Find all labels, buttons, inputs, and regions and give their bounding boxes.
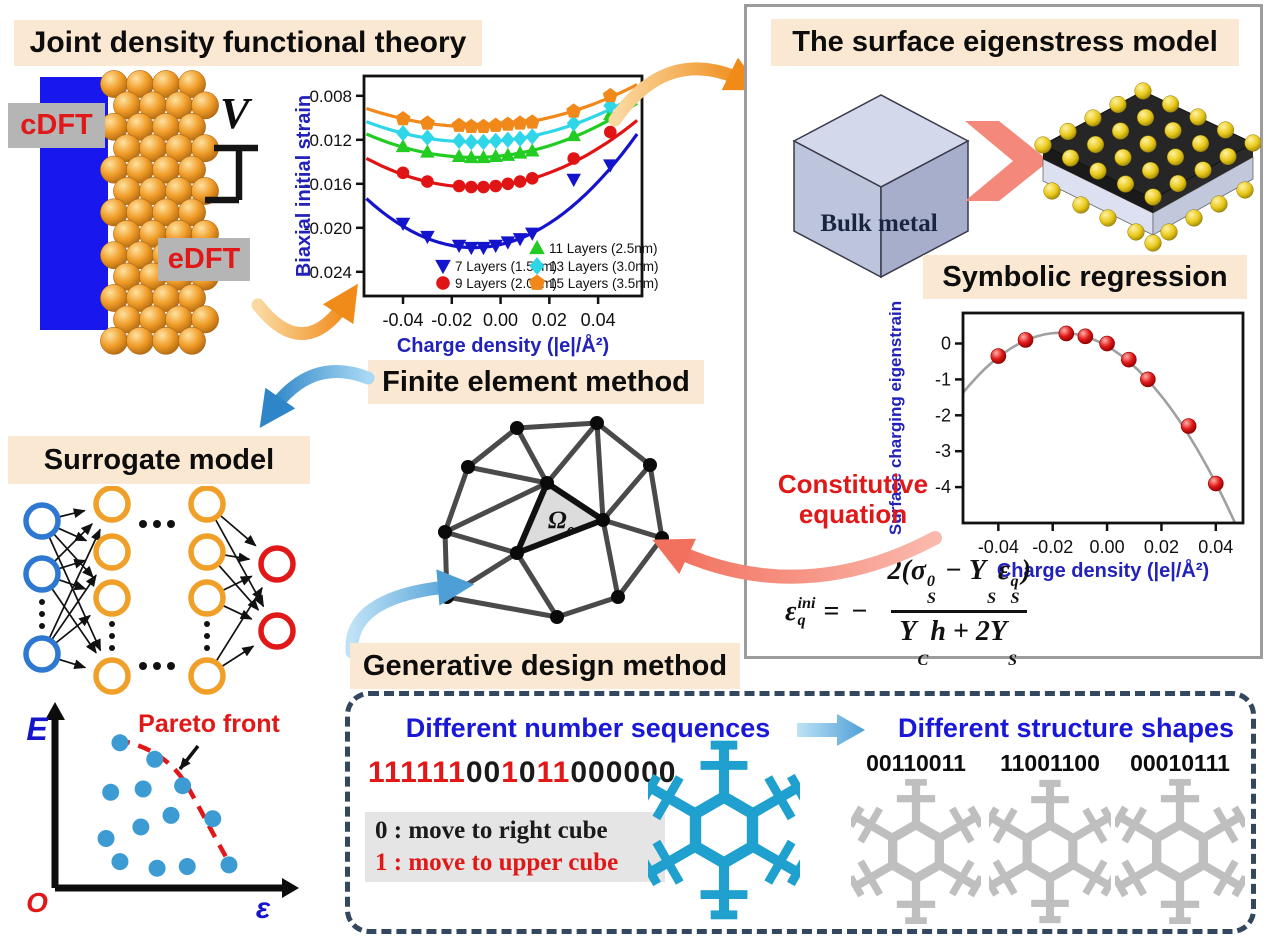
svg-text:15 Layers (3.5nm): 15 Layers (3.5nm) [549, 276, 659, 291]
svg-text:-0.020: -0.020 [304, 219, 352, 238]
shape-item-3: 00010111 [1114, 750, 1246, 924]
eigenstress-heading: The surface eigenstress model [771, 19, 1239, 66]
highlighted-element [514, 480, 606, 556]
sequences-heading: Different number sequences [405, 712, 771, 743]
constitutive-label: Constitutive equation [777, 469, 929, 529]
shape-label-3: 00010111 [1130, 750, 1230, 776]
svg-text:-0.012: -0.012 [304, 131, 352, 150]
chevron-arrow [965, 121, 1049, 201]
shape-label-2: 11001100 [1000, 750, 1100, 776]
svg-text:-4: -4 [935, 477, 951, 497]
arrow-generative-to-mesh [345, 569, 475, 659]
svg-text:-1: -1 [935, 369, 951, 389]
bulk-metal-label: Bulk metal [820, 210, 937, 237]
shape-item-1: 00110011 [850, 750, 982, 924]
svg-text:0.04: 0.04 [1198, 537, 1233, 557]
svg-text:0.00: 0.00 [1090, 537, 1125, 557]
svg-text:-0.016: -0.016 [304, 175, 352, 194]
arrow-sequences-to-shapes [797, 714, 865, 746]
svg-text:Pareto front: Pareto front [138, 710, 280, 738]
arrow-fem-to-surrogate [259, 365, 375, 428]
neural-network [23, 486, 296, 695]
svg-text:-0.04: -0.04 [978, 537, 1019, 557]
symbolic-heading: Symbolic regression [923, 255, 1247, 299]
shapes-heading: Different structure shapes [897, 712, 1235, 743]
svg-text:-0.024: -0.024 [304, 263, 352, 282]
arrow-edft-to-chart [251, 283, 358, 340]
rule-one: 1 : move to upper cube [375, 849, 619, 876]
surrogate-heading: Surrogate model [8, 436, 310, 484]
encoding-rules: 0 : move to right cube 1 : move to upper… [365, 812, 665, 882]
generative-design-panel: Different number sequences 1111110010110… [345, 691, 1256, 934]
edft-label: eDFT [158, 238, 250, 281]
arrow-equation-to-mesh [652, 531, 942, 584]
shape-label-1: 00110011 [866, 750, 966, 776]
svg-text:Charge density (|e|/Å²): Charge density (|e|/Å²) [997, 558, 1209, 582]
svg-text:-0.02: -0.02 [431, 310, 472, 330]
gold-atom-slab [100, 70, 219, 355]
pareto-chart: E O ε Pareto front [26, 702, 299, 925]
svg-text:O: O [26, 887, 48, 918]
svg-text:-2: -2 [935, 405, 951, 425]
arrow-jdft-to-eigenstress [608, 57, 760, 127]
gray-snowflake-3 [1115, 779, 1245, 924]
gray-snowflake-1 [851, 779, 981, 924]
shape-item-2: 11001100 [984, 750, 1116, 924]
svg-text:E: E [26, 711, 49, 747]
cdft-label: cDFT [8, 103, 105, 148]
svg-text:0.00: 0.00 [483, 310, 518, 330]
svg-text:0.02: 0.02 [532, 310, 567, 330]
svg-text:13 Layers (3.0nm): 13 Layers (3.0nm) [549, 259, 659, 274]
svg-text:Charge density (|e|/Å²): Charge density (|e|/Å²) [397, 333, 609, 357]
svg-text:Surface charging eigenstrain: Surface charging eigenstrain [886, 301, 905, 535]
fem-heading: Finite element method [368, 360, 704, 404]
voltage-label: V [220, 89, 253, 138]
svg-text:11 Layers (2.5nm): 11 Layers (2.5nm) [549, 241, 658, 256]
nanoplate-with-adatoms [1034, 82, 1261, 252]
generative-heading: Generative design method [350, 643, 740, 689]
svg-text:0: 0 [941, 334, 951, 354]
cyan-snowflake-structure [648, 740, 800, 920]
element-label: Ωe [548, 507, 575, 539]
gray-snowflake-2 [989, 779, 1111, 924]
svg-text:Biaxial initial strain: Biaxial initial strain [293, 95, 315, 277]
svg-text:-3: -3 [935, 441, 951, 461]
binary-sequence: 111111001011000000 [368, 756, 677, 789]
jdft-heading: Joint density functional theory [14, 20, 482, 66]
svg-text:7 Layers (1.5nm): 7 Layers (1.5nm) [455, 259, 557, 274]
bulk-metal-cube: Bulk metal [792, 94, 970, 279]
rule-zero: 0 : move to right cube [375, 817, 608, 844]
voltage-probe: V [205, 89, 258, 204]
svg-text:0.04: 0.04 [581, 310, 616, 330]
svg-text:ε: ε [256, 892, 271, 925]
svg-text:0.02: 0.02 [1144, 537, 1179, 557]
svg-text:-0.04: -0.04 [383, 310, 424, 330]
biaxial-strain-chart: -0.008 -0.012 -0.016 -0.020 -0.024 -0.04 -0.02… [293, 74, 659, 357]
svg-text:-0.02: -0.02 [1032, 537, 1073, 557]
eigenstress-panel: The surface eigenstress model Bulk metal… [744, 4, 1263, 668]
voltage-wire [205, 144, 258, 204]
svg-text:-0.008: -0.008 [304, 87, 352, 106]
